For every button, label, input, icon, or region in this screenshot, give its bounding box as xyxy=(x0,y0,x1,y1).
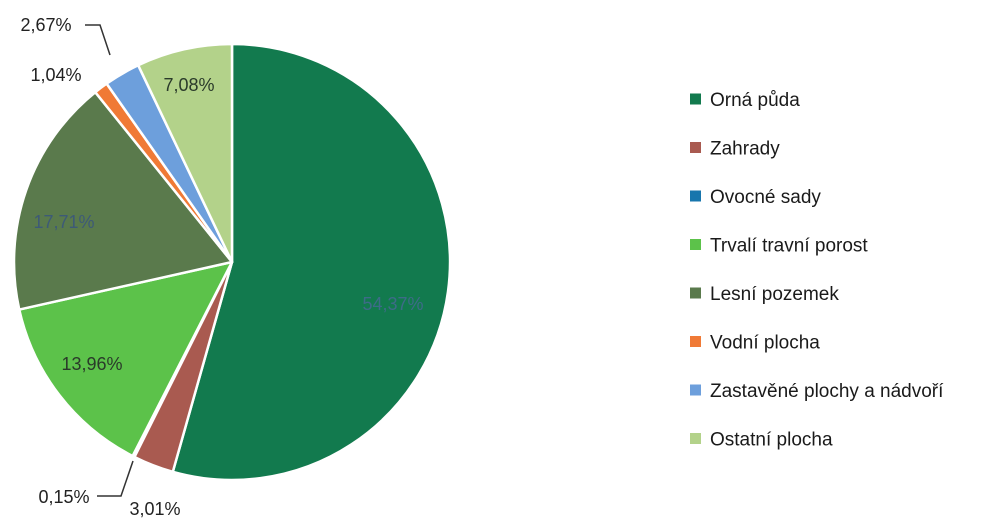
legend-label-zastavene-plochy-a-nadvori: Zastavěné plochy a nádvoří xyxy=(710,381,944,402)
legend-swatch-vodni-plocha xyxy=(690,336,701,347)
data-label-zastavene-plochy-a-nadvori: 2,67% xyxy=(20,15,71,35)
pie-slice-ostatni-plocha xyxy=(136,42,234,264)
data-label-trvali-travni-porost: 13,96% xyxy=(61,354,122,374)
legend-label-trvali-travni-porost: Trvalí travní porost xyxy=(710,236,868,257)
legend-swatch-ovocne-sady xyxy=(690,190,701,202)
legend-label-orna-puda: Orná půda xyxy=(710,90,800,111)
data-label-orna-puda: 54,37% xyxy=(362,294,423,314)
legend: Orná půda Zahrady Ovocné sady Trvalí travní… xyxy=(690,90,944,451)
data-label-lesni-pozemek: 17,71% xyxy=(33,212,94,232)
leader-line-ovocne-sady xyxy=(97,460,134,497)
data-label-vodni-plocha: 1,04% xyxy=(30,65,81,85)
legend-swatch-zastavene-plochy-a-nadvori xyxy=(690,384,701,396)
legend-swatch-ostatni-plocha xyxy=(690,433,701,444)
data-labels: 54,37% 3,01% 0,15% 13,96% 17,71% 1,04% 2,67% 7,… xyxy=(20,15,423,519)
leader-line-zastavene-plochy-a-nadvori xyxy=(85,24,111,56)
legend-label-ostatni-plocha: Ostatní plocha xyxy=(710,430,833,451)
pie-slices xyxy=(12,42,452,482)
legend-label-zahrady: Zahrady xyxy=(710,139,780,160)
legend-swatch-lesni-pozemek xyxy=(690,287,701,299)
pie-slice-trvali-travni-porost xyxy=(18,260,234,458)
legend-label-vodni-plocha: Vodní plocha xyxy=(710,333,820,354)
leader-lines xyxy=(85,24,134,497)
legend-swatch-trvali-travni-porost xyxy=(690,239,701,250)
data-label-ostatni-plocha: 7,08% xyxy=(163,75,214,95)
legend-swatch-orna-puda xyxy=(690,93,701,105)
pie-slice-lesni-pozemek xyxy=(12,90,234,311)
pie-slice-orna-puda xyxy=(171,42,452,482)
legend-label-ovocne-sady: Ovocné sady xyxy=(710,187,821,208)
data-label-ovocne-sady: 0,15% xyxy=(38,487,89,507)
legend-swatch-zahrady xyxy=(690,142,701,153)
legend-label-lesni-pozemek: Lesní pozemek xyxy=(710,284,839,305)
data-label-zahrady: 3,01% xyxy=(129,499,180,519)
